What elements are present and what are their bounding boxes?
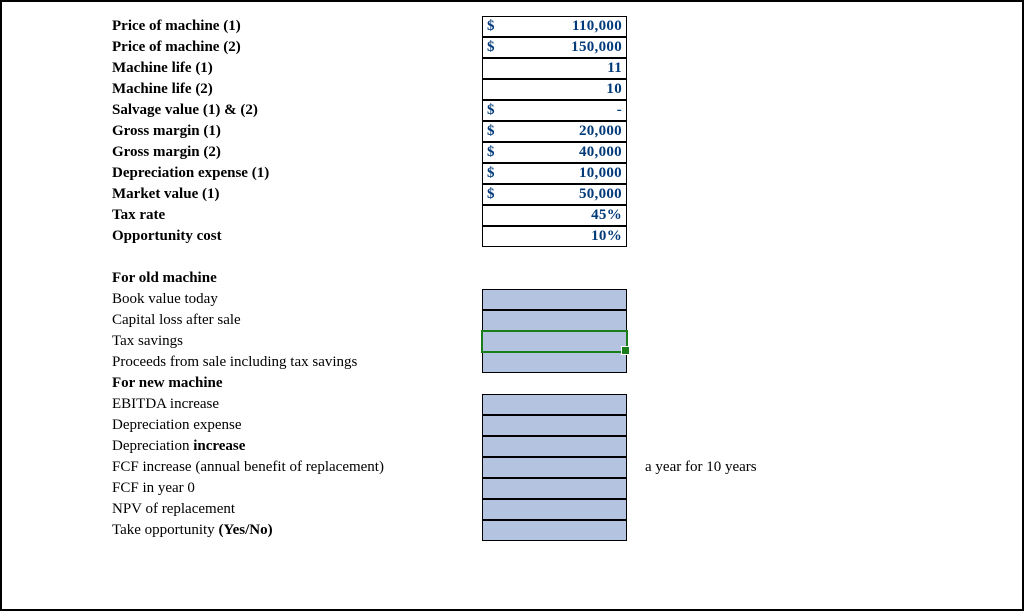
calc-label: Book value today	[2, 291, 482, 308]
input-label: Tax rate	[2, 207, 482, 224]
currency-symbol: $	[483, 165, 509, 182]
input-row: Market value (1) $ 50,000	[2, 184, 1022, 205]
input-row: Depreciation expense (1) $ 10,000	[2, 163, 1022, 184]
calc-label: FCF in year 0	[2, 480, 482, 497]
input-row: Tax rate 45%	[2, 205, 1022, 226]
calc-row: Take opportunity (Yes/No)	[2, 520, 1022, 541]
input-cell[interactable]: $ 10,000	[482, 163, 627, 184]
calc-cell[interactable]	[482, 457, 627, 478]
trailing-note: a year for 10 years	[627, 459, 757, 476]
currency-symbol: $	[483, 144, 509, 161]
calc-label: Tax savings	[2, 333, 482, 350]
input-label: Machine life (2)	[2, 81, 482, 98]
calc-cell[interactable]	[482, 394, 627, 415]
calc-label: NPV of replacement	[2, 501, 482, 518]
input-value: 10%	[509, 228, 626, 245]
calc-row: Depreciation increase	[2, 436, 1022, 457]
selection-handle-icon[interactable]	[621, 346, 630, 355]
calc-row: FCF in year 0	[2, 478, 1022, 499]
input-value: 10	[509, 81, 626, 98]
input-value: 40,000	[509, 144, 626, 161]
calc-label: EBITDA increase	[2, 396, 482, 413]
currency-symbol: $	[483, 102, 509, 119]
input-row: Machine life (2) 10	[2, 79, 1022, 100]
input-label: Gross margin (1)	[2, 123, 482, 140]
input-value: 20,000	[509, 123, 626, 140]
calc-cell[interactable]	[482, 478, 627, 499]
calc-row: EBITDA increase	[2, 394, 1022, 415]
currency-symbol: $	[483, 18, 509, 35]
worksheet-page: Price of machine (1) $ 110,000 Price of …	[0, 0, 1024, 611]
calc-row: Depreciation expense	[2, 415, 1022, 436]
input-row: Gross margin (2) $ 40,000	[2, 142, 1022, 163]
calc-cell[interactable]	[482, 520, 627, 541]
input-row: Opportunity cost 10%	[2, 226, 1022, 247]
input-cell[interactable]: 11	[482, 58, 627, 79]
calc-label: Take opportunity (Yes/No)	[2, 522, 482, 539]
calc-cell[interactable]	[482, 415, 627, 436]
input-row: Price of machine (1) $ 110,000	[2, 16, 1022, 37]
input-row: Price of machine (2) $ 150,000	[2, 37, 1022, 58]
blank-row	[2, 247, 1022, 268]
input-cell[interactable]: $ -	[482, 100, 627, 121]
input-label: Market value (1)	[2, 186, 482, 203]
section-header-row: For new machine	[2, 373, 1022, 394]
input-value: 150,000	[509, 39, 626, 56]
calc-label: Depreciation increase	[2, 438, 482, 455]
calc-row: FCF increase (annual benefit of replacem…	[2, 457, 1022, 478]
section-header-new: For new machine	[2, 375, 482, 392]
calc-cell-selected[interactable]	[482, 331, 627, 352]
section-header-row: For old machine	[2, 268, 1022, 289]
input-cell[interactable]: $ 50,000	[482, 184, 627, 205]
input-label: Price of machine (2)	[2, 39, 482, 56]
input-label: Gross margin (2)	[2, 144, 482, 161]
currency-symbol: $	[483, 186, 509, 203]
input-value: 10,000	[509, 165, 626, 182]
calc-label: Capital loss after sale	[2, 312, 482, 329]
input-label: Depreciation expense (1)	[2, 165, 482, 182]
input-value: -	[509, 102, 626, 119]
input-label: Salvage value (1) & (2)	[2, 102, 482, 119]
input-cell[interactable]: $ 110,000	[482, 16, 627, 37]
input-row: Gross margin (1) $ 20,000	[2, 121, 1022, 142]
section-header-old: For old machine	[2, 270, 482, 287]
calc-cell[interactable]	[482, 499, 627, 520]
calc-row: NPV of replacement	[2, 499, 1022, 520]
calc-cell[interactable]	[482, 310, 627, 331]
calc-label: FCF increase (annual benefit of replacem…	[2, 459, 482, 476]
input-value: 110,000	[509, 18, 626, 35]
calc-cell[interactable]	[482, 352, 627, 373]
input-cell[interactable]: $ 40,000	[482, 142, 627, 163]
calc-row: Proceeds from sale including tax savings	[2, 352, 1022, 373]
input-cell[interactable]: $ 20,000	[482, 121, 627, 142]
currency-symbol: $	[483, 123, 509, 140]
input-cell[interactable]: 10%	[482, 226, 627, 247]
currency-symbol: $	[483, 39, 509, 56]
input-label: Price of machine (1)	[2, 18, 482, 35]
calc-row: Tax savings	[2, 331, 1022, 352]
input-label: Opportunity cost	[2, 228, 482, 245]
input-label: Machine life (1)	[2, 60, 482, 77]
calc-cell[interactable]	[482, 289, 627, 310]
input-cell[interactable]: 45%	[482, 205, 627, 226]
input-row: Salvage value (1) & (2) $ -	[2, 100, 1022, 121]
input-value: 45%	[509, 207, 626, 224]
calc-cell[interactable]	[482, 436, 627, 457]
input-cell[interactable]: 10	[482, 79, 627, 100]
calc-label: Depreciation expense	[2, 417, 482, 434]
calc-row: Capital loss after sale	[2, 310, 1022, 331]
input-cell[interactable]: $ 150,000	[482, 37, 627, 58]
input-row: Machine life (1) 11	[2, 58, 1022, 79]
calc-label: Proceeds from sale including tax savings	[2, 354, 482, 371]
calc-row: Book value today	[2, 289, 1022, 310]
input-value: 11	[509, 60, 626, 77]
input-value: 50,000	[509, 186, 626, 203]
